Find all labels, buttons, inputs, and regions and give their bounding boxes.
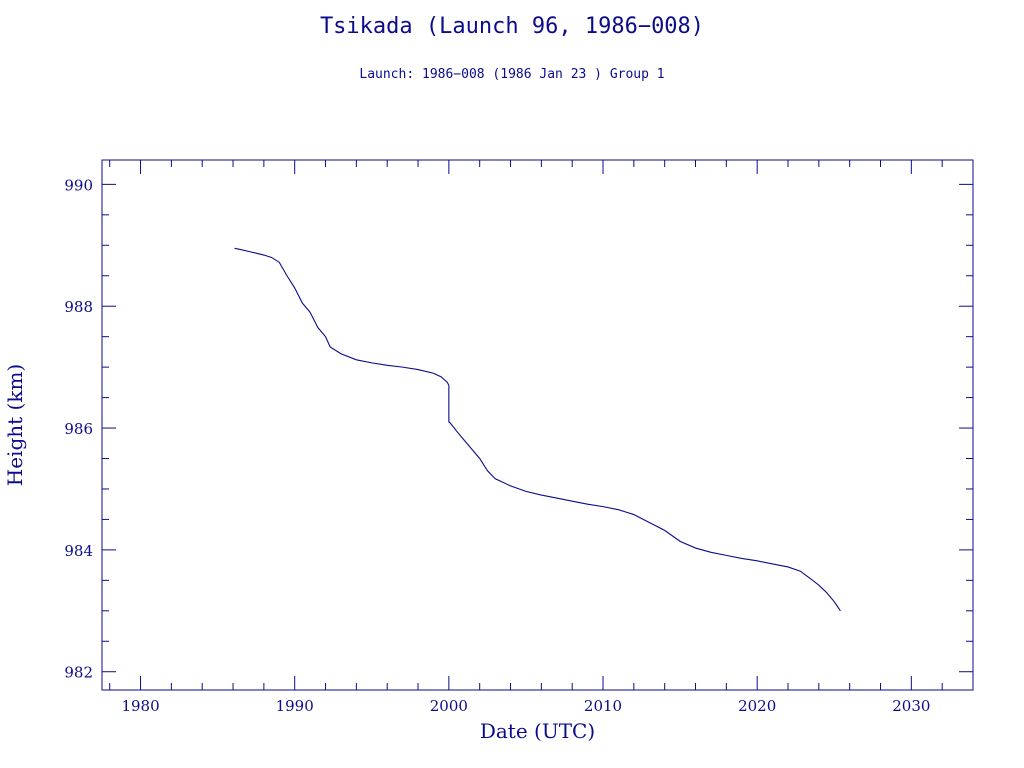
y-tick-label: 990 [64, 176, 93, 194]
x-tick-label: 2030 [892, 697, 930, 715]
x-tick-label: 1980 [121, 697, 159, 715]
x-tick-label: 2020 [738, 697, 776, 715]
chart-title: Tsikada (Launch 96, 1986−008) [319, 14, 705, 39]
x-axis-title: Date (UTC) [480, 719, 595, 743]
height-series-line [234, 247, 841, 612]
y-axis-title: Height (km) [3, 364, 27, 486]
y-tick-labels: 982 984 986 988 990 [64, 176, 93, 681]
chart-subtitle: Launch: 1986−008 (1986 Jan 23 ) Group 1 [359, 67, 665, 82]
x-tick-labels: 1980 1990 2000 2010 2020 2030 [121, 697, 930, 715]
y-tick-label: 984 [64, 542, 93, 560]
tick-marks [102, 160, 974, 690]
y-tick-label: 982 [64, 664, 93, 682]
x-tick-label: 2010 [584, 697, 622, 715]
y-tick-label: 986 [64, 420, 93, 438]
x-tick-label: 2000 [430, 697, 468, 715]
x-tick-label: 1990 [276, 697, 314, 715]
y-tick-label: 988 [64, 298, 93, 316]
plot-frame [101, 159, 974, 691]
